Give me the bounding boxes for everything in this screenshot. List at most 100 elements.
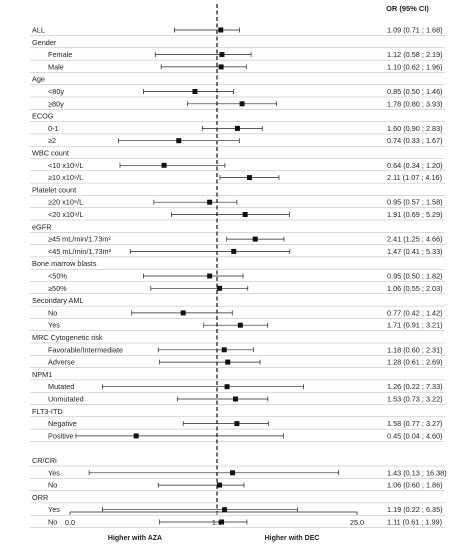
row-value: 0.45 (0.04 ; 4.60) xyxy=(387,431,443,440)
group-header-label: FLT3-ITD xyxy=(32,407,63,416)
row-label: Female xyxy=(48,50,72,59)
row-label: Positive xyxy=(48,431,74,440)
row-value: 1.43 (0.13 ; 16.38) xyxy=(387,468,447,477)
or-marker xyxy=(192,89,198,94)
row-label: ≥20 x10⁹/L xyxy=(48,198,83,207)
or-marker xyxy=(221,347,227,353)
row-label: ALL xyxy=(32,26,45,35)
row-value: 1.10 (0.62 ; 1.96) xyxy=(387,62,443,71)
row-label: Mutated xyxy=(48,382,74,391)
x-ticks: 0.0 1.0 25.0 xyxy=(65,512,364,527)
row-label: Negative xyxy=(48,419,77,428)
or-marker xyxy=(234,125,240,131)
x-tick-label: 1.0 xyxy=(212,518,222,527)
favours-right-label: Higher with DEC xyxy=(265,535,320,542)
row-label: <10 x10⁹/L xyxy=(48,161,83,170)
row-value: 1.12 (0.58 ; 2.19) xyxy=(387,50,443,59)
point-estimates xyxy=(133,27,258,525)
row-value: 1.60 (0.90 ; 2.83) xyxy=(387,124,443,133)
or-marker xyxy=(217,285,223,291)
row-values: 1.09 (0.71 ; 1.68) 1.12 (0.58 ; 2.19) 1.10… xyxy=(387,26,447,527)
or-marker xyxy=(234,421,240,427)
group-header-label: Age xyxy=(32,75,45,84)
row-value: 0.77 (0.42 ; 1.42) xyxy=(387,308,443,317)
or-marker xyxy=(133,433,139,439)
row-value: 2.41 (1.25 ; 4.66) xyxy=(387,235,443,244)
group-header-label: Secondary AML xyxy=(32,296,84,305)
or-marker xyxy=(207,199,213,205)
group-header-label: Platelet count xyxy=(32,185,76,194)
row-value: 1.58 (0.77 ; 3.27) xyxy=(387,419,443,428)
or-marker xyxy=(161,162,167,168)
row-label: No xyxy=(48,308,57,317)
row-label: Yes xyxy=(48,505,60,514)
row-label: ≥2 xyxy=(48,136,56,145)
or-marker xyxy=(230,470,236,476)
or-marker xyxy=(232,396,238,402)
row-label: <45 mL/min/1.73m² xyxy=(48,247,112,256)
row-value: 0.85 (0.50 ; 1.46) xyxy=(387,87,443,96)
row-value: 1.11 (0.61 ; 1.99) xyxy=(387,518,442,527)
row-label: <20 x10⁹/L xyxy=(48,210,83,219)
row-value: 0.74 (0.33 ; 1.67) xyxy=(387,136,443,145)
group-header-label: MRC Cytogenetic risk xyxy=(32,333,103,342)
row-value: 1.91 (0.69 ; 5.29) xyxy=(387,210,443,219)
row-value: 1.06 (0.60 ; 1.86) xyxy=(387,481,443,490)
or-marker xyxy=(242,212,248,217)
or-marker xyxy=(218,27,224,33)
row-label: 0-1 xyxy=(48,124,59,133)
row-label: ≥50% xyxy=(48,284,67,293)
or-marker xyxy=(207,273,213,279)
group-header-label: NPM1 xyxy=(32,370,52,379)
row-value: 1.47 (0.41 ; 5.33) xyxy=(387,247,443,256)
row-label: <80y xyxy=(48,87,64,96)
group-header-label: ECOG xyxy=(32,112,54,121)
row-label: Male xyxy=(48,62,64,71)
row-separators xyxy=(30,35,445,528)
or-marker xyxy=(252,236,258,242)
group-header-label: ORR xyxy=(32,493,48,502)
row-label: ≥80y xyxy=(48,99,64,108)
row-label: ≥10 x10⁹/L xyxy=(48,173,83,182)
or-marker xyxy=(225,359,231,365)
row-value: 1.19 (0.22 ; 6.35) xyxy=(387,505,443,514)
row-value: 1.78 (0.80 ; 3.93) xyxy=(387,99,443,108)
group-header-label: eGFR xyxy=(32,222,51,231)
row-label: Favorable/Intermediate xyxy=(48,345,123,354)
row-value: 1.26 (0.22 ; 7.33) xyxy=(387,382,443,391)
column-header-or-ci: OR (95% CI) xyxy=(386,4,429,13)
row-value: 1.71 (0.91 ; 3.21) xyxy=(387,321,443,330)
group-header-label: Bone marrow blasts xyxy=(32,259,97,268)
row-value: 1.53 (0.73 ; 3.22) xyxy=(387,395,443,404)
row-value: 1.06 (0.55 ; 2.03) xyxy=(387,284,443,293)
row-label: Yes xyxy=(48,468,60,477)
or-marker xyxy=(219,519,225,525)
or-marker xyxy=(239,101,245,107)
row-label: No xyxy=(48,518,57,527)
row-value: 0.95 (0.57 ; 1.58) xyxy=(387,198,443,207)
or-marker xyxy=(218,64,224,70)
row-value: 0.64 (0.34 ; 1.20) xyxy=(387,161,443,170)
or-marker xyxy=(219,52,225,58)
or-marker xyxy=(224,384,230,390)
or-marker xyxy=(217,482,223,488)
row-label: Unmutated xyxy=(48,395,84,404)
or-marker xyxy=(180,310,186,316)
row-label: Yes xyxy=(48,321,60,330)
group-header-label: WBC count xyxy=(32,149,69,158)
or-marker xyxy=(237,322,243,328)
group-header-label: CR/CRi xyxy=(32,456,57,465)
or-marker xyxy=(246,175,252,181)
favours-left-label: Higher with AZA xyxy=(108,535,162,542)
row-value: 1.18 (0.60 ; 2.31) xyxy=(387,345,443,354)
x-tick-label: 0.0 xyxy=(65,518,75,527)
x-tick-label: 25.0 xyxy=(350,518,364,527)
group-header-label: Gender xyxy=(32,38,57,47)
or-marker xyxy=(231,248,237,254)
row-value: 2.11 (1.07 ; 4.16) xyxy=(387,173,442,182)
row-label: No xyxy=(48,481,57,490)
row-label: Adverse xyxy=(48,358,75,367)
confidence-intervals xyxy=(75,27,339,525)
